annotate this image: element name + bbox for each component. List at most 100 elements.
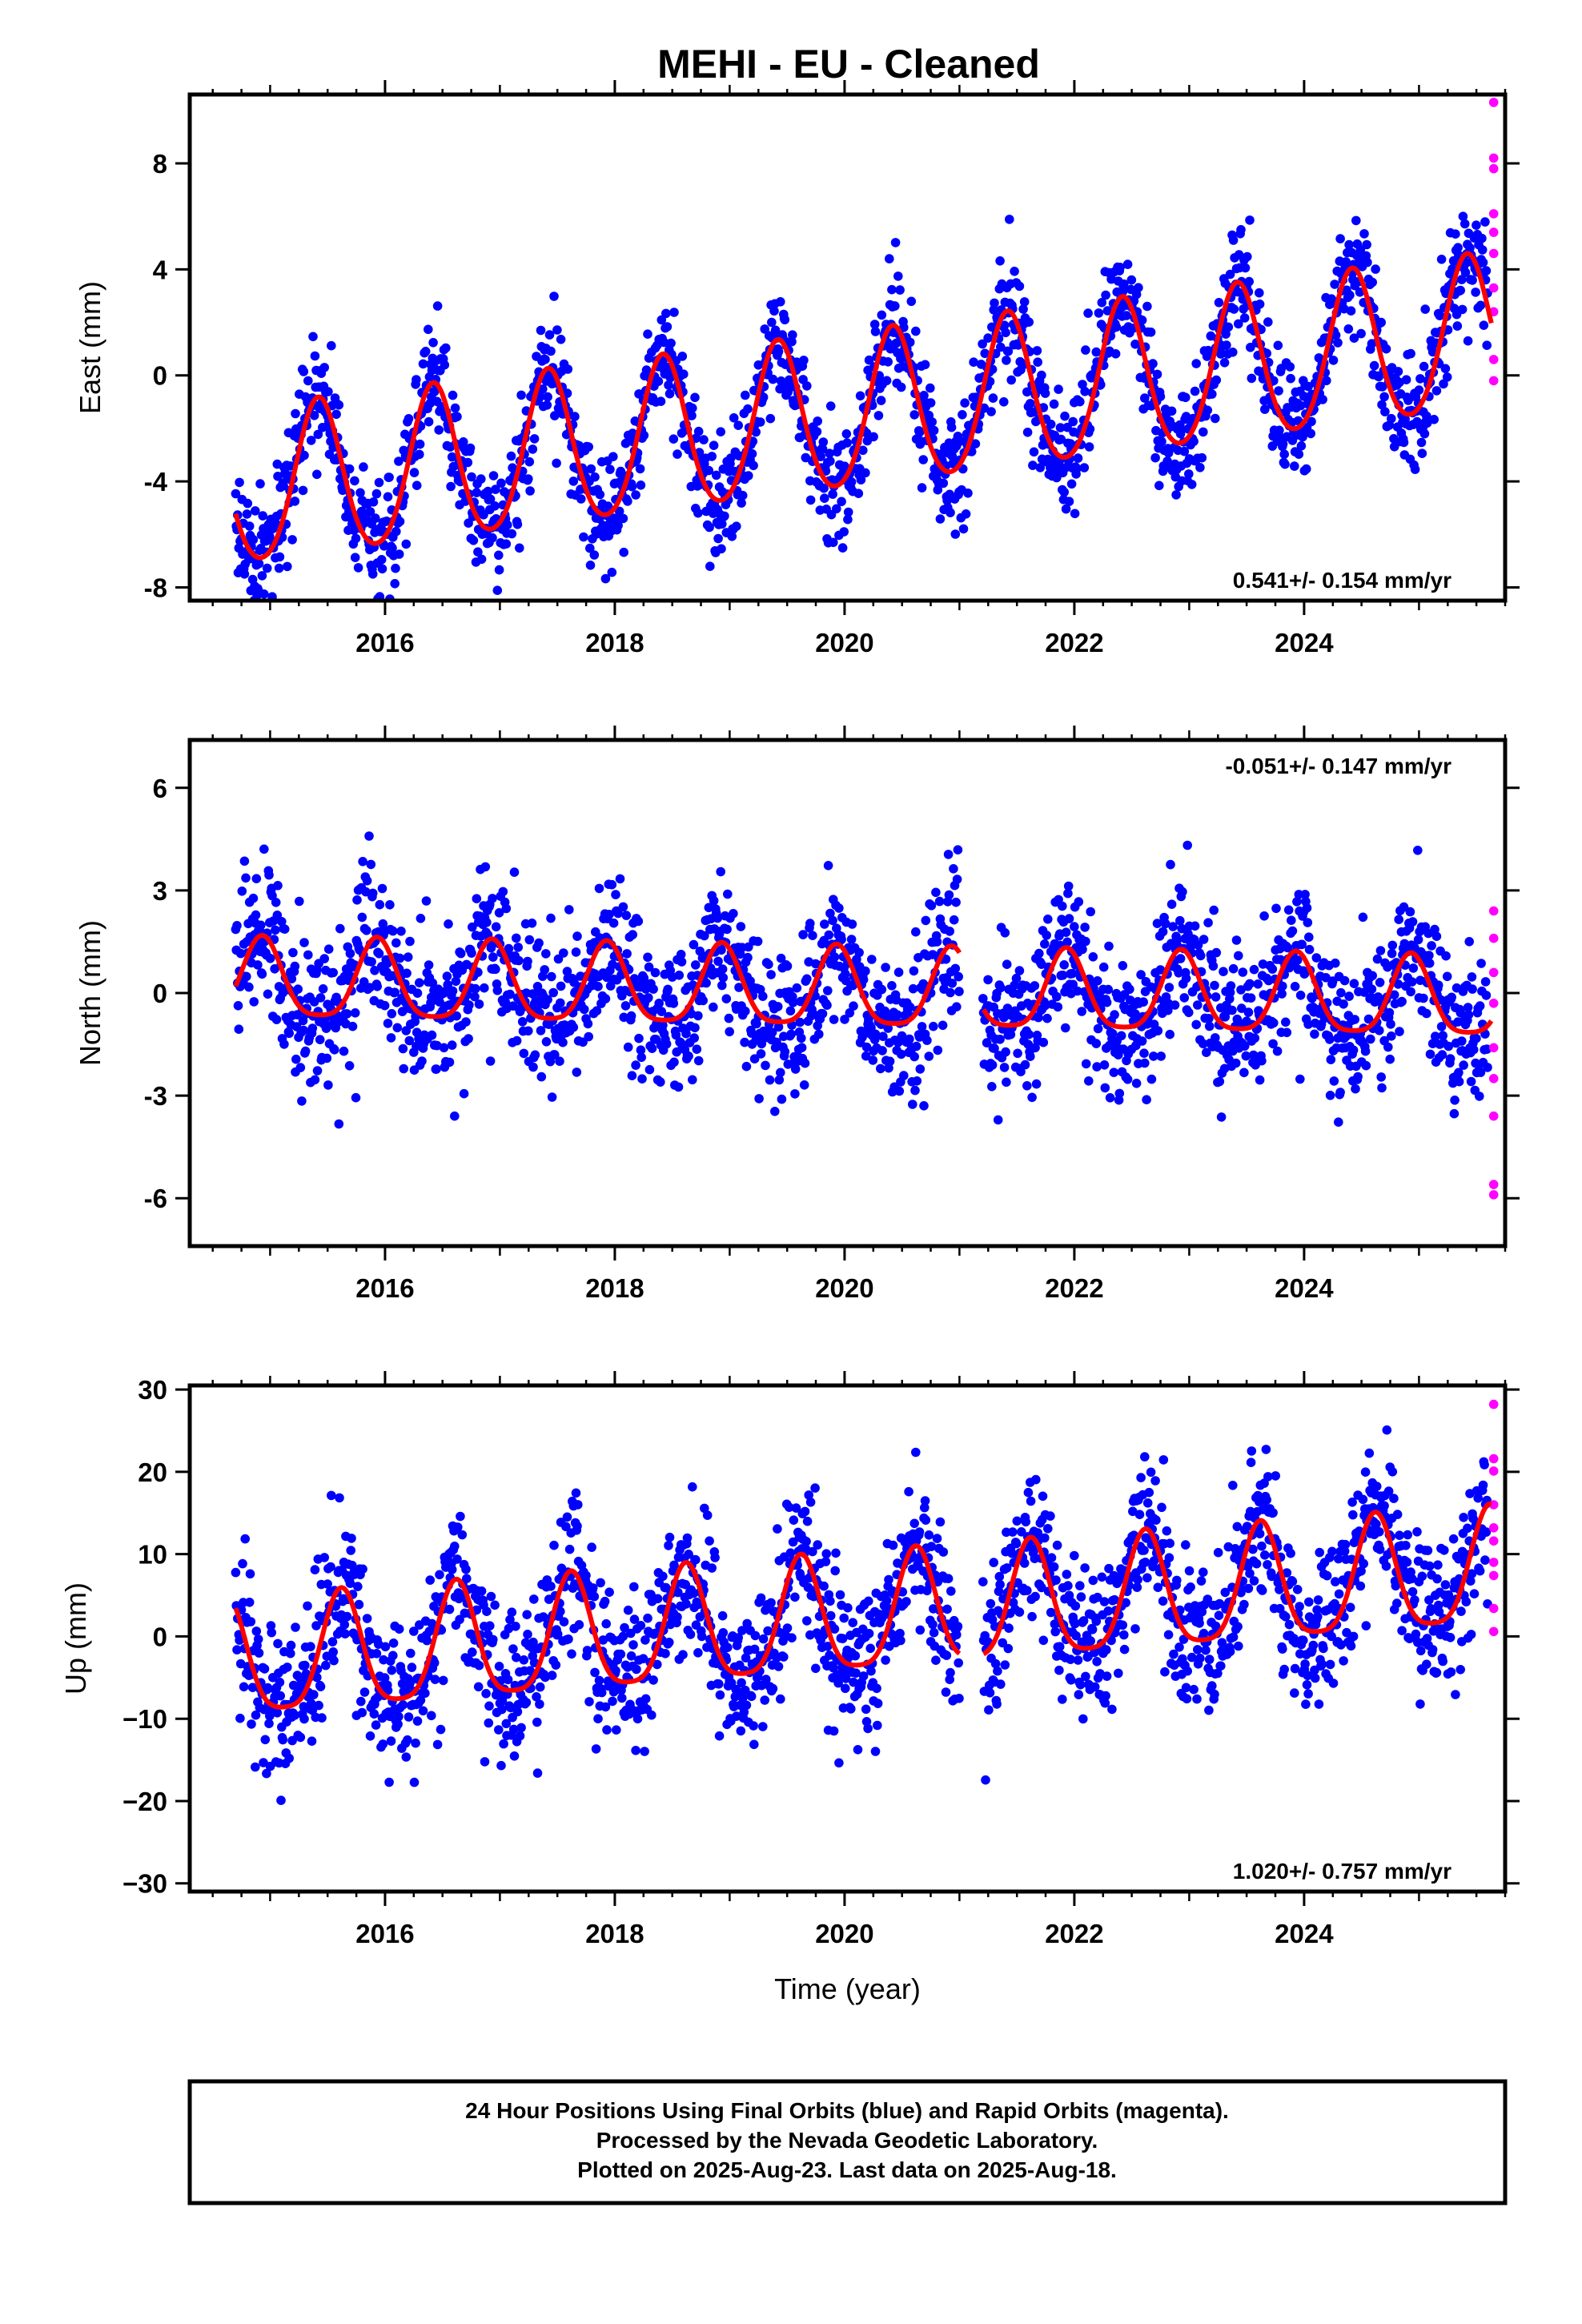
up-final-point [286, 1648, 295, 1659]
east-final-point [312, 469, 322, 480]
up-final-point [290, 1711, 300, 1720]
north-final-point [1238, 967, 1248, 977]
north-final-point [1480, 977, 1491, 987]
north-final-point [1043, 915, 1053, 924]
up-final-point [647, 1710, 656, 1720]
north-final-point [527, 919, 537, 928]
east-final-point [1211, 413, 1220, 424]
east-final-point [707, 452, 717, 461]
north-final-point [893, 967, 904, 977]
north-final-point [643, 952, 652, 963]
north-final-point [1267, 964, 1278, 974]
north-final-point [1136, 970, 1146, 979]
north-final-point [929, 1021, 938, 1031]
east-final-point [512, 520, 523, 529]
east-final-point [825, 456, 835, 466]
north-final-point [257, 969, 267, 979]
east-final-point [909, 410, 919, 420]
east-final-point [334, 400, 344, 410]
east-final-point [986, 407, 996, 416]
east-final-point [906, 296, 917, 307]
north-final-point [800, 1058, 810, 1068]
up-final-point [600, 1596, 610, 1606]
up-final-point [345, 1578, 355, 1588]
east-final-point [585, 561, 596, 570]
east-final-point [323, 387, 333, 396]
up-final-point [424, 1626, 435, 1636]
north-final-point [608, 959, 617, 970]
north-final-point [1042, 931, 1051, 940]
east-final-point [864, 355, 874, 365]
east-final-point [946, 508, 955, 517]
north-final-point [822, 1000, 832, 1010]
up-final-point [481, 1689, 491, 1699]
east-final-point [988, 393, 998, 403]
east-final-point [1369, 360, 1379, 371]
north-final-point [1118, 961, 1128, 971]
east-final-point [549, 292, 559, 301]
east-final-point [958, 410, 967, 420]
north-final-point [398, 1043, 408, 1054]
north-final-point [265, 954, 275, 963]
east-final-point [552, 458, 561, 468]
east-final-point [662, 322, 673, 332]
up-final-point [640, 1694, 651, 1704]
north-final-point [661, 1039, 672, 1049]
east-final-point [473, 547, 483, 557]
east-final-point [1471, 287, 1480, 297]
east-final-point [472, 488, 482, 497]
north-final-point [725, 1027, 734, 1037]
north-final-point [634, 1033, 644, 1043]
east-final-point [927, 417, 937, 427]
north-final-point [1191, 1019, 1201, 1030]
east-final-point [299, 450, 309, 460]
north-final-point [517, 1017, 528, 1027]
east-final-point [1022, 387, 1032, 397]
north-final-point [949, 864, 958, 874]
north-final-point [1456, 1007, 1465, 1018]
north-final-point [421, 896, 432, 906]
east-rapid-point [1488, 209, 1499, 219]
north-final-point [1168, 922, 1178, 931]
north-final-point [315, 993, 326, 1003]
east-final-point [1403, 396, 1413, 405]
north-final-point [494, 908, 504, 918]
up-final-point [300, 1660, 310, 1671]
east-final-point [958, 524, 969, 534]
east-final-point [693, 508, 703, 518]
east-final-point [1179, 446, 1190, 456]
north-final-point [709, 1002, 718, 1012]
north-final-point [1246, 993, 1256, 1003]
east-final-point [751, 427, 761, 437]
north-final-point [780, 1047, 790, 1057]
north-final-point [990, 1043, 999, 1053]
east-final-point [825, 448, 834, 458]
east-xtick-label: 2024 [1275, 628, 1334, 657]
east-xtick-label: 2022 [1045, 628, 1103, 657]
north-final-point [300, 1046, 311, 1056]
north-final-point [402, 968, 412, 979]
east-final-point [491, 485, 500, 494]
north-final-point [790, 1089, 800, 1099]
up-final-point [508, 1644, 518, 1654]
east-final-point [1452, 321, 1463, 331]
east-final-point [1197, 452, 1207, 463]
north-final-point [399, 1063, 409, 1074]
up-final-point [365, 1731, 375, 1741]
north-final-point [1377, 1083, 1387, 1093]
east-final-point [1056, 434, 1066, 444]
north-final-point [1104, 941, 1114, 951]
east-final-point [1061, 504, 1071, 514]
north-final-point [777, 1094, 787, 1104]
north-final-point [244, 982, 254, 992]
east-final-point [946, 422, 957, 432]
north-final-point [1438, 1031, 1447, 1040]
north-final-point [312, 1066, 323, 1076]
east-final-point [1068, 416, 1078, 427]
north-final-point [1245, 979, 1255, 989]
east-final-point [387, 543, 397, 553]
east-final-point [979, 403, 990, 413]
north-final-point [345, 948, 355, 959]
north-final-point [1114, 1095, 1124, 1105]
